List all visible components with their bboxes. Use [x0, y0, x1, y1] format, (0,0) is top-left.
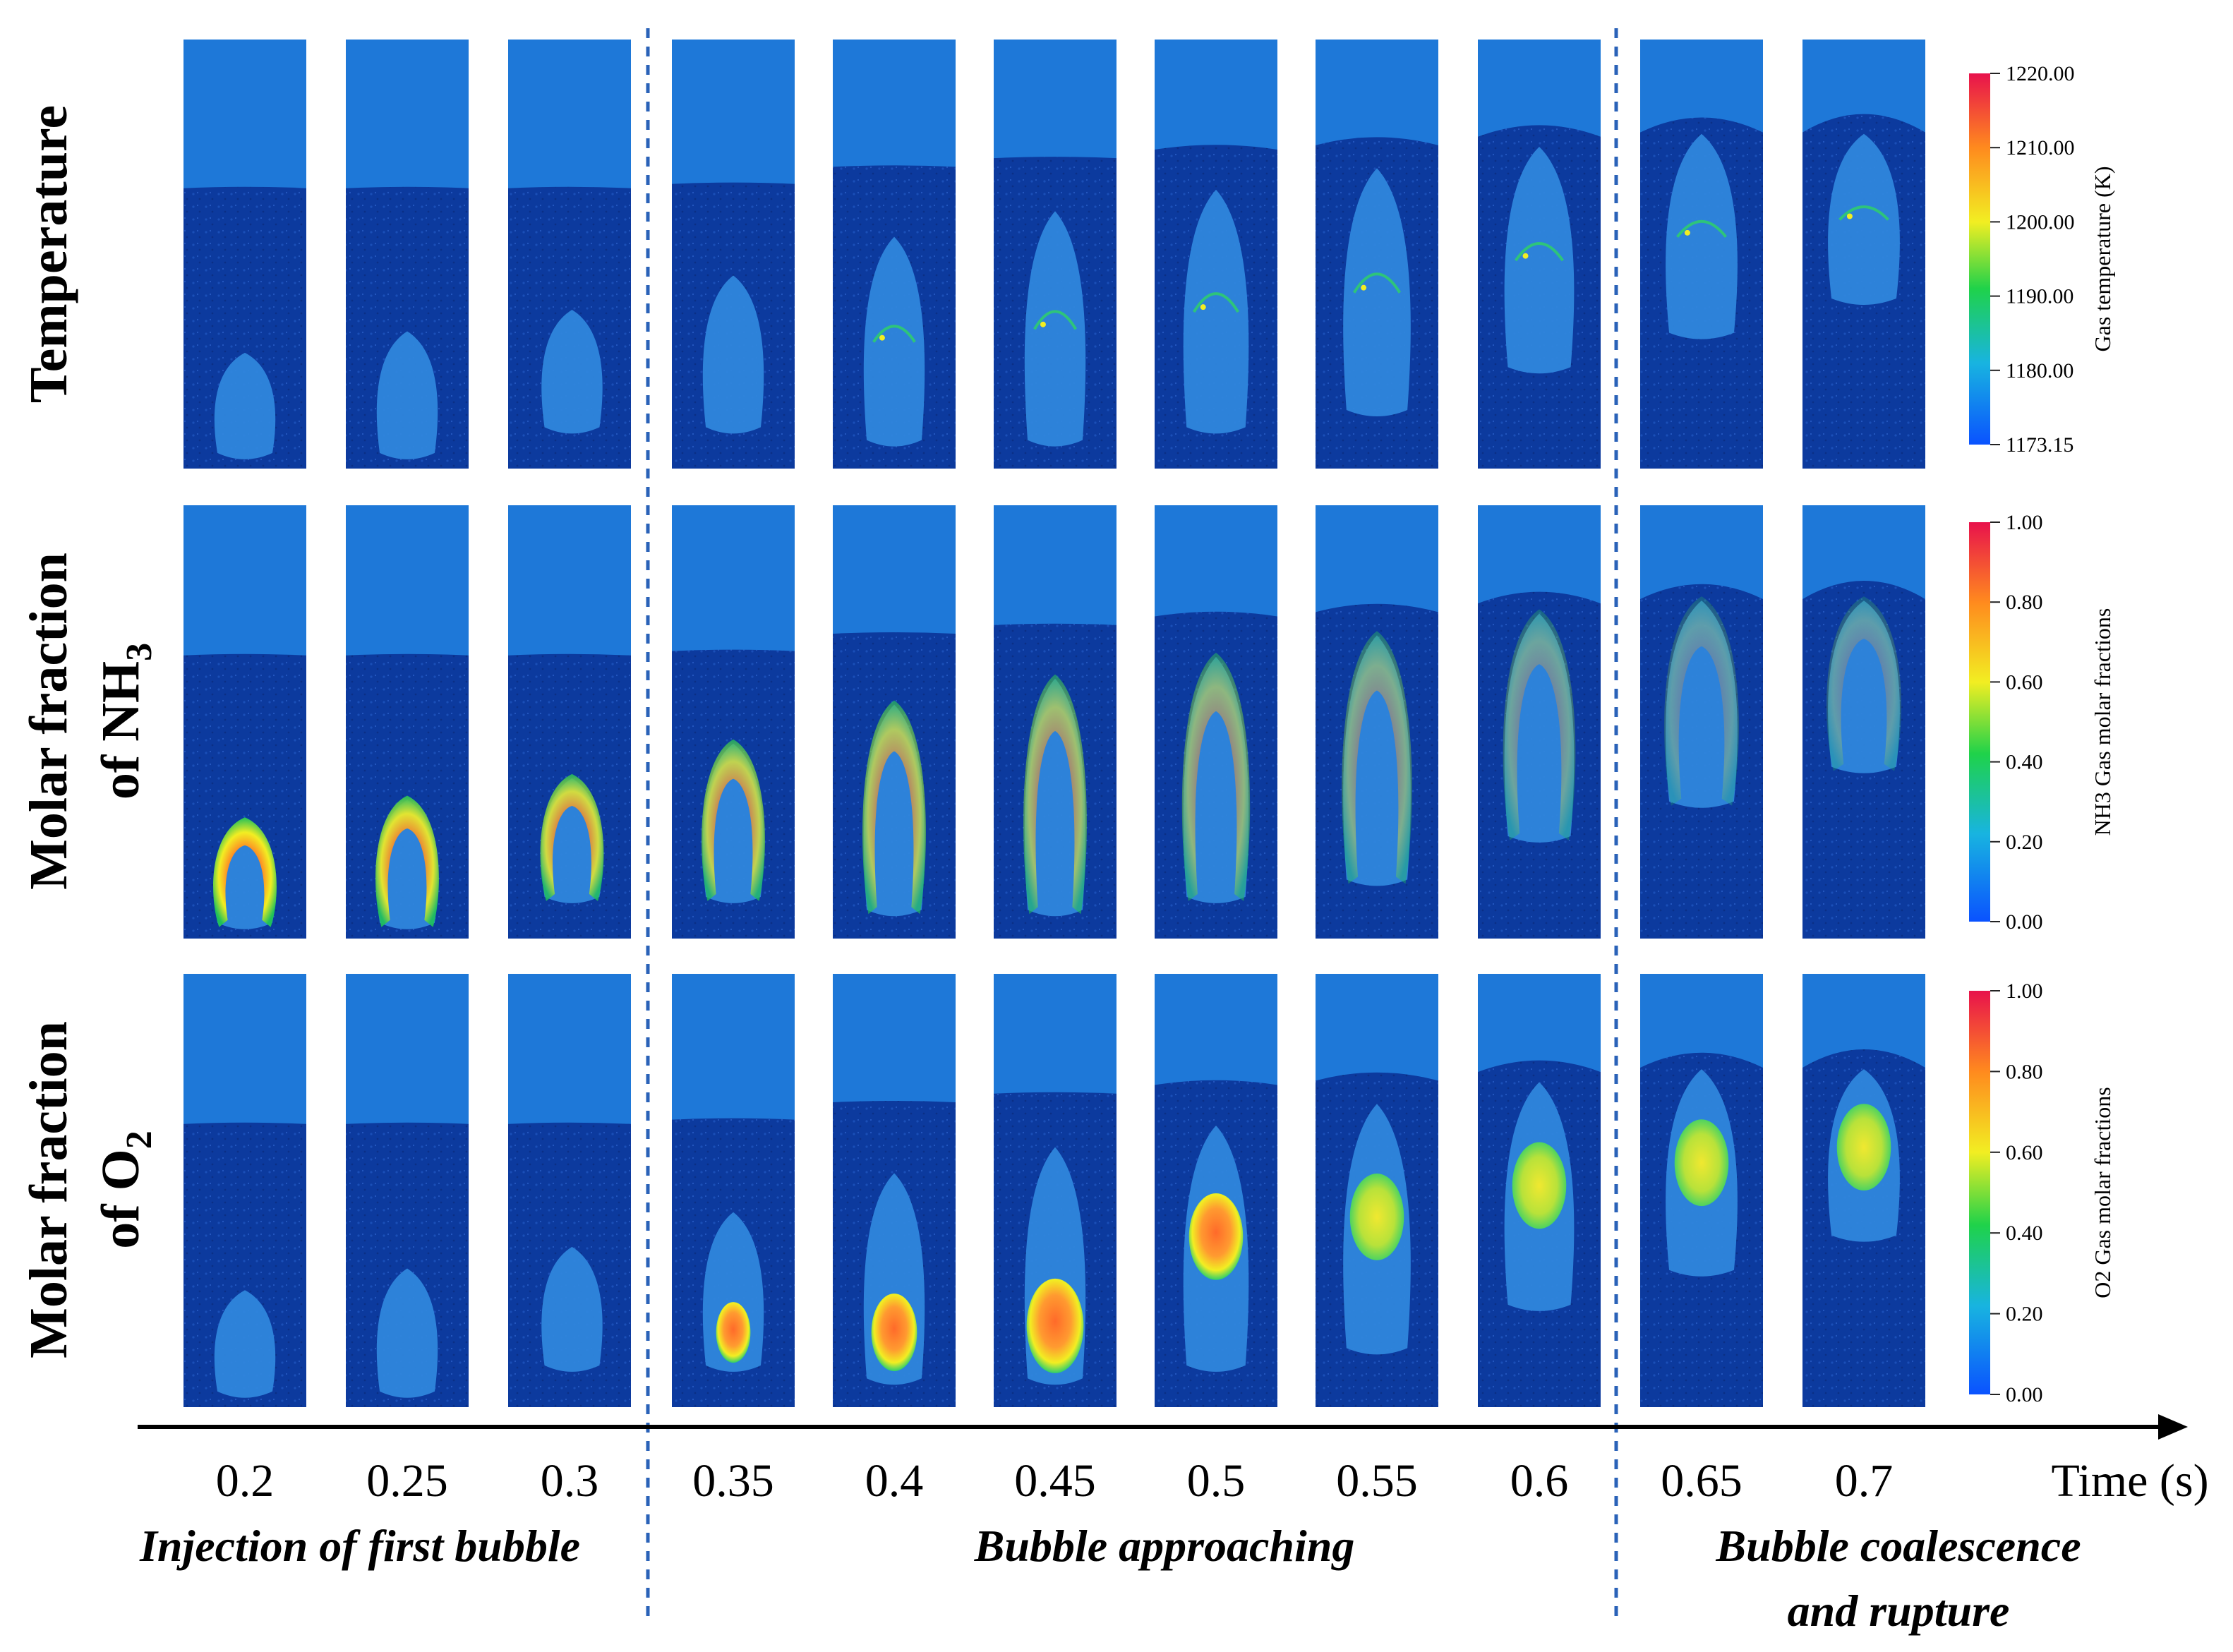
phase-label-2: Bubble coalescence — [1715, 1521, 2081, 1571]
svg-text:Molar fraction: Molar fraction — [19, 553, 78, 890]
colorbar-tick-label: 0.40 — [2006, 1222, 2043, 1245]
row-title-temp: Temperature — [19, 105, 78, 403]
time-tick-label: 0.3 — [541, 1455, 599, 1507]
svg-text:Molar fraction: Molar fraction — [19, 1021, 78, 1358]
colorbar-title: NH3 Gas molar fractions — [2090, 608, 2115, 836]
panel-o2-4 — [833, 974, 956, 1407]
time-axis-arrowhead — [2158, 1414, 2188, 1440]
panel-temp-8 — [1478, 40, 1601, 469]
time-tick-label: 0.25 — [366, 1455, 448, 1507]
colorbar-title: O2 Gas molar fractions — [2090, 1087, 2115, 1298]
panel-temp-6 — [1155, 40, 1277, 469]
panel-nh3-7 — [1316, 505, 1438, 939]
row-title-nh3: Molar fraction of NH3 — [19, 553, 160, 890]
panel-nh3-3 — [672, 505, 795, 939]
figure-labels: 0.2 0.25 0.3 0.35 0.4 0.45 0.5 0.55 0.6 0.65 0.7 Ti… — [19, 105, 2209, 1636]
panel-nh3-1 — [346, 505, 469, 939]
panel-nh3-10 — [1802, 505, 1925, 939]
svg-text:of NH3: of NH3 — [91, 643, 160, 800]
colorbar-tick-label: 1180.00 — [2006, 359, 2074, 382]
colorbar-o2: 1.00 0.80 0.60 0.40 0.20 0.00 O2 Gas molar fra… — [1969, 979, 2115, 1406]
time-tick-label: 0.55 — [1336, 1455, 1418, 1507]
panel-temp-0 — [183, 40, 306, 469]
colorbar-tick-label: 1.00 — [2006, 979, 2043, 1003]
panel-o2-3 — [672, 974, 795, 1407]
time-axis — [138, 28, 2188, 1623]
colorbar-tick-label: 0.60 — [2006, 1141, 2043, 1164]
panel-nh3-8 — [1478, 505, 1601, 939]
panel-nh3-0 — [183, 505, 306, 939]
panel-o2-9 — [1640, 974, 1763, 1407]
colorbar-tick-label: 1220.00 — [2006, 62, 2075, 85]
panel-temp-7 — [1316, 40, 1438, 469]
colorbar-tick-label: 0.00 — [2006, 1383, 2043, 1406]
panel-temp-2 — [508, 40, 631, 469]
panel-temp-9 — [1640, 40, 1763, 469]
panel-temp-10 — [1802, 40, 1925, 469]
svg-text:Temperature: Temperature — [19, 105, 78, 403]
row-title-o2: Molar fraction of O2 — [19, 1021, 160, 1358]
panel-o2-7 — [1316, 974, 1438, 1407]
panel-temp-5 — [994, 40, 1116, 469]
panel-o2-5 — [994, 974, 1116, 1407]
colorbar-tick-label: 0.00 — [2006, 910, 2043, 934]
colorbar-tick-label: 0.60 — [2006, 670, 2043, 694]
panel-temp-3 — [672, 40, 795, 469]
panel-temp-1 — [346, 40, 469, 469]
panel-o2-1 — [346, 974, 469, 1407]
colorbars: 1220.00 1210.00 1200.00 1190.00 1180.00 1173.… — [1969, 62, 2115, 1406]
colorbar-title: Gas temperature (K) — [2090, 167, 2115, 352]
time-tick-label: 0.7 — [1835, 1455, 1894, 1507]
time-tick-label: 0.45 — [1014, 1455, 1096, 1507]
colorbar-tick-label: 1173.15 — [2006, 433, 2074, 457]
time-tick-label: 0.6 — [1510, 1455, 1569, 1507]
panel-o2-2 — [508, 974, 631, 1407]
colorbar-tick-label: 0.20 — [2006, 831, 2043, 854]
colorbar-tick-label: 1200.00 — [2006, 210, 2075, 234]
time-tick-label: 0.65 — [1661, 1455, 1743, 1507]
panel-o2-0 — [183, 974, 306, 1407]
panel-nh3-2 — [508, 505, 631, 939]
time-tick-label: 0.2 — [216, 1455, 275, 1507]
panel-grid — [183, 40, 1925, 1407]
phase-label-1: Bubble approaching — [974, 1521, 1355, 1571]
colorbar-tick-label: 0.20 — [2006, 1303, 2043, 1326]
panel-o2-8 — [1478, 974, 1601, 1407]
panel-nh3-6 — [1155, 505, 1277, 939]
panel-nh3-4 — [833, 505, 956, 939]
panel-o2-6 — [1155, 974, 1277, 1407]
phase-label-2: and rupture — [1788, 1586, 2010, 1636]
phase-label-0: Injection of first bubble — [139, 1521, 580, 1571]
colorbar-tick-label: 0.40 — [2006, 751, 2043, 774]
time-tick-label: 0.35 — [692, 1455, 774, 1507]
time-tick-label: 0.5 — [1187, 1455, 1246, 1507]
colorbar-tick-label: 1210.00 — [2006, 136, 2075, 159]
colorbar-tick-label: 0.80 — [2006, 1060, 2043, 1083]
colorbar-temp: 1220.00 1210.00 1200.00 1190.00 1180.00 1173.… — [1969, 62, 2115, 457]
time-tick-label: 0.4 — [865, 1455, 924, 1507]
panel-nh3-5 — [994, 505, 1116, 939]
panel-nh3-9 — [1640, 505, 1763, 939]
colorbar-tick-label: 1.00 — [2006, 511, 2043, 534]
panel-o2-10 — [1802, 974, 1925, 1407]
colorbar-nh3: 1.00 0.80 0.60 0.40 0.20 0.00 NH3 Gas molar fr… — [1969, 511, 2115, 934]
colorbar-tick-label: 0.80 — [2006, 591, 2043, 614]
colorbar-tick-label: 1190.00 — [2006, 285, 2074, 308]
panel-temp-4 — [833, 40, 956, 469]
time-axis-label: Time (s) — [2051, 1455, 2208, 1507]
svg-text:of O2: of O2 — [91, 1131, 160, 1248]
